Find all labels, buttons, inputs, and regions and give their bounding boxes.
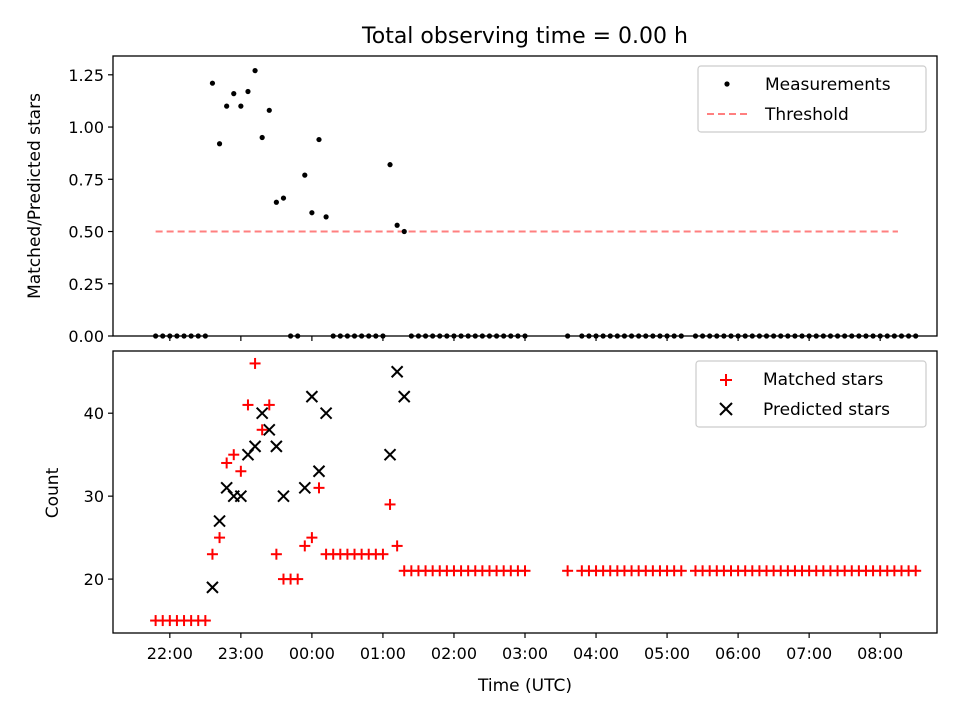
legend-measurements-label: Measurements	[765, 75, 891, 95]
matched-star-point	[299, 540, 311, 552]
legend-predicted-label: Predicted stars	[763, 400, 890, 420]
predicted-star-point	[277, 489, 290, 503]
matched-star-point	[313, 482, 325, 494]
bottom-ytick-label: 30	[84, 487, 104, 506]
measurement-point	[280, 195, 287, 201]
top-axis-ticks: 0.00 0.25 0.50 0.75 1.00 1.25	[68, 66, 881, 346]
top-ytick-label: 1.25	[68, 66, 104, 85]
bottom-ytick-label: 20	[84, 570, 104, 589]
predicted-star-point	[319, 406, 333, 420]
predicted-star-point	[390, 365, 404, 378]
matched-star-point	[562, 565, 574, 577]
bottom-xtick-label: 08:00	[857, 644, 903, 663]
measurement-point	[316, 136, 322, 143]
measurement-point	[224, 103, 230, 109]
legend-predicted-marker	[719, 402, 733, 416]
predicted-star-point	[270, 440, 283, 453]
top-legend-box	[697, 65, 927, 133]
top-ytick-label: 1.00	[68, 118, 104, 137]
measurement-point	[309, 210, 315, 216]
matched-star-point	[249, 357, 261, 369]
matched-star-point	[292, 573, 304, 585]
predicted-star-point	[383, 448, 397, 461]
measurement-point	[323, 214, 329, 220]
bottom-xtick-label: 01:00	[360, 644, 406, 663]
measurement-point	[266, 107, 272, 113]
matched-star-point	[675, 565, 687, 577]
bottom-legend: Matched stars Predicted stars	[695, 360, 927, 428]
chart-title: Total observing time = 0.00 h	[361, 24, 688, 49]
matched-star-point	[221, 457, 233, 469]
predicted-star-point	[312, 465, 326, 478]
matched-star-point	[199, 615, 211, 627]
bottom-xtick-label: 23:00	[218, 644, 264, 663]
matched-star-point	[235, 465, 247, 477]
predicted-star-point	[213, 514, 226, 528]
measurement-point	[238, 103, 244, 109]
top-ytick-label: 0.25	[68, 275, 104, 294]
bottom-legend-box	[695, 360, 927, 428]
bottom-xtick-label: 02:00	[431, 644, 477, 663]
matched-star-point	[377, 548, 389, 560]
measurement-point	[209, 80, 216, 86]
bottom-xtick-label: 00:00	[289, 644, 335, 663]
bottom-xtick-label: 05:00	[644, 644, 690, 663]
bottom-plot-marks	[150, 357, 922, 627]
legend-matched-label: Matched stars	[763, 370, 883, 390]
bottom-ytick-label: 40	[84, 404, 104, 423]
top-ytick-label: 0.50	[68, 223, 104, 242]
top-ytick-label: 0.00	[68, 327, 104, 346]
predicted-star-point	[234, 489, 248, 503]
matched-star-point	[228, 449, 240, 461]
bottom-xtick-label: 03:00	[502, 644, 548, 663]
matched-star-point	[263, 399, 275, 411]
top-ytick-label: 0.75	[68, 170, 104, 189]
matched-star-point	[214, 532, 226, 544]
measurement-point	[302, 172, 308, 178]
legend-threshold-label: Threshold	[764, 105, 849, 125]
matched-star-point	[242, 399, 254, 411]
predicted-star-point	[248, 440, 262, 453]
legend-matched-marker	[720, 374, 732, 386]
matched-star-point	[384, 498, 396, 510]
top-legend: Measurements Threshold	[697, 65, 927, 133]
measurement-point	[216, 141, 223, 147]
predicted-star-point	[398, 390, 411, 403]
bottom-xlabel: Time (UTC)	[477, 676, 572, 696]
matched-star-point	[270, 548, 282, 560]
measurement-point	[273, 199, 279, 205]
matched-star-point	[910, 565, 922, 577]
measurement-point	[231, 91, 237, 97]
matched-star-point	[206, 548, 218, 560]
measurement-point	[394, 222, 400, 228]
bottom-xtick-label: 22:00	[147, 644, 193, 663]
legend-measurements-marker	[724, 81, 730, 87]
matched-star-point	[391, 540, 403, 552]
top-ylabel: Matched/Predicted stars	[25, 93, 45, 299]
measurement-point	[252, 68, 258, 74]
predicted-star-point	[298, 481, 312, 495]
predicted-star-point	[206, 581, 219, 594]
predicted-star-point	[305, 390, 319, 403]
matched-star-point	[306, 532, 318, 544]
bottom-xtick-label: 06:00	[715, 644, 761, 663]
bottom-axis-ticks: 20 30 40 22:00 23:00 00:00 01:00 02:00 03:00 04:0…	[84, 404, 904, 663]
measurement-point	[259, 134, 265, 141]
measurement-point	[245, 88, 251, 95]
bottom-ylabel: Count	[43, 467, 63, 518]
measurement-point	[401, 228, 407, 235]
predicted-star-point	[263, 423, 276, 437]
matched-star-point	[256, 424, 268, 436]
matched-star-point	[519, 565, 531, 577]
measurement-point	[387, 162, 393, 168]
bottom-xtick-label: 04:00	[573, 644, 619, 663]
bottom-xtick-label: 07:00	[786, 644, 832, 663]
predicted-star-point	[255, 406, 269, 420]
